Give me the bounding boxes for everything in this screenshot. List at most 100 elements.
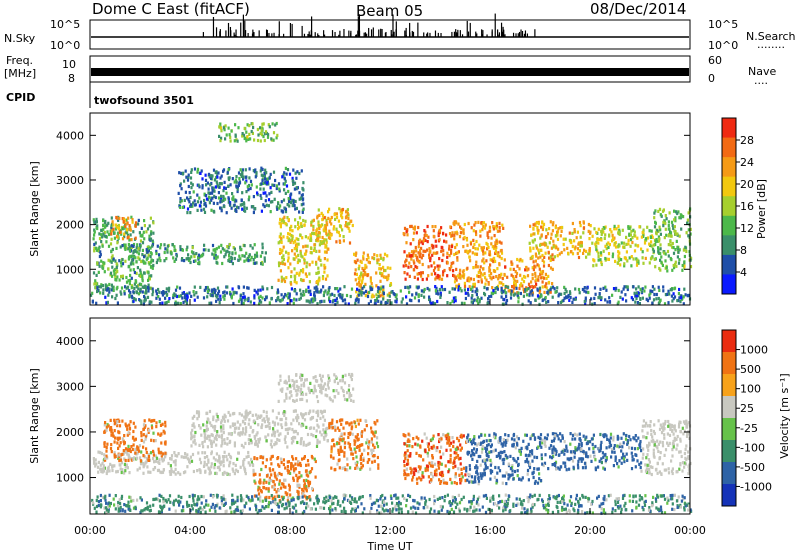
heatmap-cell: [257, 139, 259, 142]
heatmap-cell: [410, 242, 412, 245]
heatmap-cell: [505, 295, 507, 298]
heatmap-cell: [557, 248, 559, 251]
heatmap-cell: [204, 202, 206, 205]
heatmap-cell: [369, 261, 371, 264]
heatmap-cell: [134, 271, 136, 274]
heatmap-cell: [428, 265, 430, 268]
heatmap-cell: [199, 469, 201, 472]
heatmap-cell: [614, 225, 616, 228]
heatmap-cell: [287, 465, 289, 468]
heatmap-cell: [493, 227, 495, 230]
heatmap-cell: [311, 456, 313, 459]
heatmap-cell: [211, 294, 213, 297]
heatmap-cell: [495, 275, 497, 278]
heatmap-cell: [578, 288, 580, 291]
heatmap-cell: [298, 476, 300, 479]
heatmap-cell: [446, 274, 448, 277]
heatmap-cell: [320, 263, 322, 266]
heatmap-cell: [305, 393, 307, 396]
heatmap-cell: [598, 238, 600, 241]
heatmap-cell: [550, 259, 552, 262]
heatmap-cell: [339, 287, 341, 290]
heatmap-cell: [281, 256, 283, 259]
heatmap-cell: [602, 228, 604, 231]
heatmap-cell: [207, 445, 209, 448]
heatmap-cell: [515, 275, 517, 278]
heatmap-cell: [197, 200, 199, 203]
heatmap-cell: [124, 469, 126, 472]
heatmap-cell: [296, 380, 298, 383]
heatmap-cell: [270, 173, 272, 176]
heatmap-cell: [294, 207, 296, 210]
heatmap-cell: [671, 288, 673, 291]
heatmap-cell: [406, 233, 408, 236]
heatmap-cell: [462, 245, 464, 248]
heatmap-cell: [507, 286, 509, 289]
heatmap-cell: [229, 414, 231, 417]
heatmap-cell: [450, 449, 452, 452]
heatmap-cell: [196, 410, 198, 413]
heatmap-cell: [140, 459, 142, 462]
heatmap-cell: [468, 276, 470, 279]
heatmap-cell: [215, 170, 217, 173]
heatmap-cell: [439, 229, 441, 232]
heatmap-cell: [245, 131, 247, 134]
heatmap-cell: [327, 217, 329, 220]
heatmap-cell: [212, 416, 214, 419]
heatmap-cell: [226, 443, 228, 446]
heatmap-cell: [367, 254, 369, 257]
heatmap-cell: [439, 238, 441, 241]
heatmap-cell: [128, 471, 130, 474]
heatmap-cell: [307, 443, 309, 446]
heatmap-cell: [197, 168, 199, 171]
heatmap-cell: [340, 214, 342, 217]
heatmap-cell: [532, 273, 534, 276]
freq-left-tick-top: 10: [62, 58, 76, 71]
heatmap-cell: [410, 254, 412, 257]
heatmap-cell: [199, 172, 201, 175]
heatmap-cell: [251, 256, 253, 259]
heatmap-cell: [187, 207, 189, 210]
heatmap-cell: [303, 457, 305, 460]
heatmap-cell: [668, 254, 670, 257]
heatmap-cell: [561, 226, 563, 229]
heatmap-cell: [475, 265, 477, 268]
heatmap-cell: [284, 438, 286, 441]
colorbar-segment: [722, 157, 736, 177]
heatmap-cell: [471, 300, 473, 303]
heatmap-cell: [310, 239, 312, 242]
heatmap-cell: [319, 417, 321, 420]
heatmap-cell: [370, 300, 372, 303]
heatmap-cell: [291, 287, 293, 290]
heatmap-cell: [147, 286, 149, 289]
heatmap-cell: [416, 231, 418, 234]
heatmap-cell: [452, 261, 454, 264]
heatmap-cell: [239, 412, 241, 415]
heatmap-cell: [637, 301, 639, 304]
heatmap-cell: [130, 420, 132, 423]
heatmap-cell: [516, 258, 518, 261]
heatmap-cell: [288, 204, 290, 207]
heatmap-cell: [110, 426, 112, 429]
heatmap-cell: [259, 456, 261, 459]
heatmap-cell: [636, 237, 638, 240]
heatmap-cell: [98, 271, 100, 274]
heatmap-cell: [513, 294, 515, 297]
heatmap-cell: [334, 426, 336, 429]
heatmap-cell: [593, 227, 595, 230]
heatmap-cell: [476, 287, 478, 290]
heatmap-cell: [196, 194, 198, 197]
heatmap-cell: [207, 182, 209, 185]
heatmap-cell: [292, 399, 294, 402]
heatmap-cell: [216, 261, 218, 264]
heatmap-cell: [304, 418, 306, 421]
heatmap-cell: [440, 456, 442, 459]
heatmap-cell: [140, 234, 142, 237]
heatmap-cell: [498, 222, 500, 225]
heatmap-cell: [244, 422, 246, 425]
heatmap-cell: [325, 278, 327, 281]
heatmap-cell: [597, 252, 599, 255]
heatmap-cell: [194, 199, 196, 202]
heatmap-cell: [532, 227, 534, 230]
heatmap-cell: [209, 201, 211, 204]
